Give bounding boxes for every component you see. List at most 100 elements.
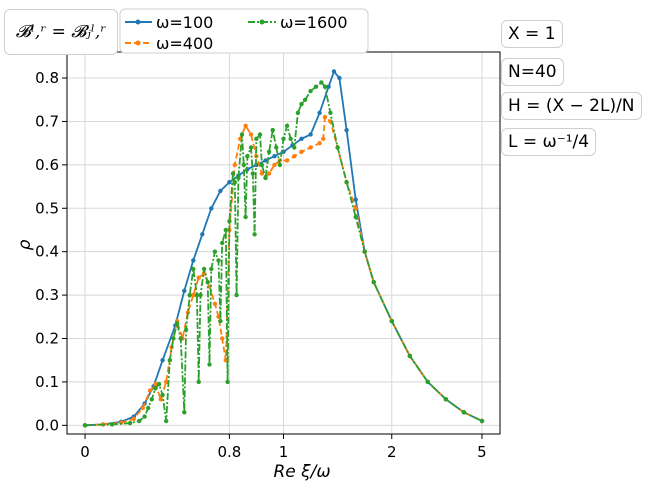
data-point bbox=[227, 180, 232, 185]
data-point bbox=[425, 379, 430, 385]
y-tick-label: 0.7 bbox=[35, 112, 59, 130]
y-tick-label: 0.0 bbox=[35, 416, 59, 434]
param-l: L = ω⁻¹/4 bbox=[501, 128, 597, 156]
basis-annotation: 𝓑ˡ,ʳ = 𝓑ⱼˡ,ʳ bbox=[4, 9, 118, 55]
x-tick-label: 5 bbox=[477, 443, 487, 461]
axis-ticks: 0.0 0.1 0.2 0.3 0.4 0.5 0.6 0.7 0.8 0 0.8 1 2 5 bbox=[35, 69, 487, 461]
y-tick-label: 0.2 bbox=[35, 330, 59, 348]
data-point bbox=[266, 149, 272, 154]
data-point bbox=[335, 145, 340, 150]
legend-label: ω=400 bbox=[156, 34, 213, 53]
series-layer bbox=[82, 69, 485, 428]
data-point bbox=[245, 154, 250, 159]
data-point bbox=[164, 418, 169, 424]
data-point bbox=[299, 101, 304, 107]
data-point bbox=[328, 119, 333, 124]
param-l-text: L = ω⁻¹/4 bbox=[508, 132, 590, 152]
data-point bbox=[284, 158, 290, 163]
param-h-text: H = (X − 2L)/N bbox=[508, 96, 635, 116]
data-point bbox=[201, 266, 207, 272]
data-point bbox=[232, 180, 237, 185]
data-point bbox=[158, 397, 163, 402]
y-axis-label: ρ bbox=[15, 239, 35, 250]
data-point bbox=[257, 132, 263, 137]
data-point bbox=[212, 249, 218, 254]
data-point bbox=[191, 258, 196, 263]
data-point bbox=[149, 397, 154, 402]
data-point bbox=[308, 145, 313, 150]
data-point bbox=[326, 84, 331, 89]
legend-label: ω=1600 bbox=[280, 13, 348, 32]
data-point bbox=[263, 158, 268, 163]
data-point bbox=[187, 292, 192, 298]
x-tick-label: 0.8 bbox=[217, 443, 241, 461]
data-point bbox=[109, 422, 115, 427]
data-point bbox=[160, 392, 165, 398]
data-point bbox=[284, 123, 290, 128]
data-point bbox=[234, 292, 239, 298]
data-point bbox=[443, 397, 449, 402]
grid bbox=[67, 52, 500, 434]
data-point bbox=[205, 279, 210, 285]
data-point bbox=[317, 141, 322, 146]
param-h: H = (X − 2L)/N bbox=[501, 92, 642, 120]
data-point bbox=[227, 219, 232, 224]
data-point bbox=[196, 379, 201, 385]
data-point bbox=[322, 114, 328, 120]
data-point bbox=[127, 420, 133, 426]
data-point bbox=[140, 405, 145, 411]
legend-label: ω=100 bbox=[156, 13, 213, 32]
data-point bbox=[407, 353, 412, 359]
data-point bbox=[362, 249, 367, 254]
data-point bbox=[137, 418, 142, 424]
data-point bbox=[302, 97, 308, 103]
data-point bbox=[313, 84, 319, 89]
y-tick-label: 0.3 bbox=[35, 286, 59, 304]
data-point bbox=[308, 88, 313, 94]
data-point bbox=[331, 69, 337, 74]
param-x-text: X = 1 bbox=[508, 24, 556, 44]
data-point bbox=[479, 418, 485, 424]
data-point bbox=[223, 227, 228, 233]
legend-frame bbox=[119, 8, 369, 54]
data-point bbox=[321, 136, 326, 141]
data-point bbox=[82, 423, 88, 428]
data-point bbox=[292, 145, 297, 150]
data-point bbox=[254, 136, 259, 141]
data-point bbox=[167, 358, 172, 363]
data-point bbox=[266, 171, 272, 176]
data-point bbox=[218, 318, 223, 324]
data-point bbox=[142, 414, 147, 419]
data-point bbox=[274, 145, 279, 150]
x-axis-label: Re ξ/ω bbox=[273, 462, 330, 482]
data-point bbox=[344, 180, 349, 185]
data-point bbox=[183, 327, 189, 332]
data-point bbox=[182, 288, 187, 293]
data-point bbox=[319, 80, 324, 85]
data-point bbox=[156, 381, 162, 387]
x-tick-label: 2 bbox=[387, 443, 397, 461]
data-point bbox=[230, 171, 236, 176]
data-point bbox=[317, 110, 322, 116]
data-point bbox=[160, 358, 165, 363]
data-point bbox=[277, 162, 283, 168]
data-point bbox=[236, 175, 241, 181]
series-line bbox=[84, 115, 483, 427]
data-point bbox=[209, 206, 214, 211]
data-point bbox=[263, 175, 268, 181]
data-point bbox=[216, 258, 221, 263]
data-point bbox=[248, 132, 254, 137]
data-point bbox=[353, 214, 358, 220]
data-point bbox=[220, 336, 225, 341]
data-point bbox=[241, 162, 246, 168]
data-point bbox=[308, 132, 313, 137]
data-point bbox=[461, 410, 467, 415]
param-n-text: N=40 bbox=[508, 62, 557, 82]
y-tick-label: 0.4 bbox=[35, 243, 59, 261]
data-point bbox=[248, 145, 254, 150]
data-point bbox=[207, 362, 212, 367]
data-point bbox=[272, 162, 277, 168]
data-point bbox=[252, 232, 257, 237]
data-point bbox=[164, 379, 169, 385]
data-point bbox=[322, 84, 328, 89]
